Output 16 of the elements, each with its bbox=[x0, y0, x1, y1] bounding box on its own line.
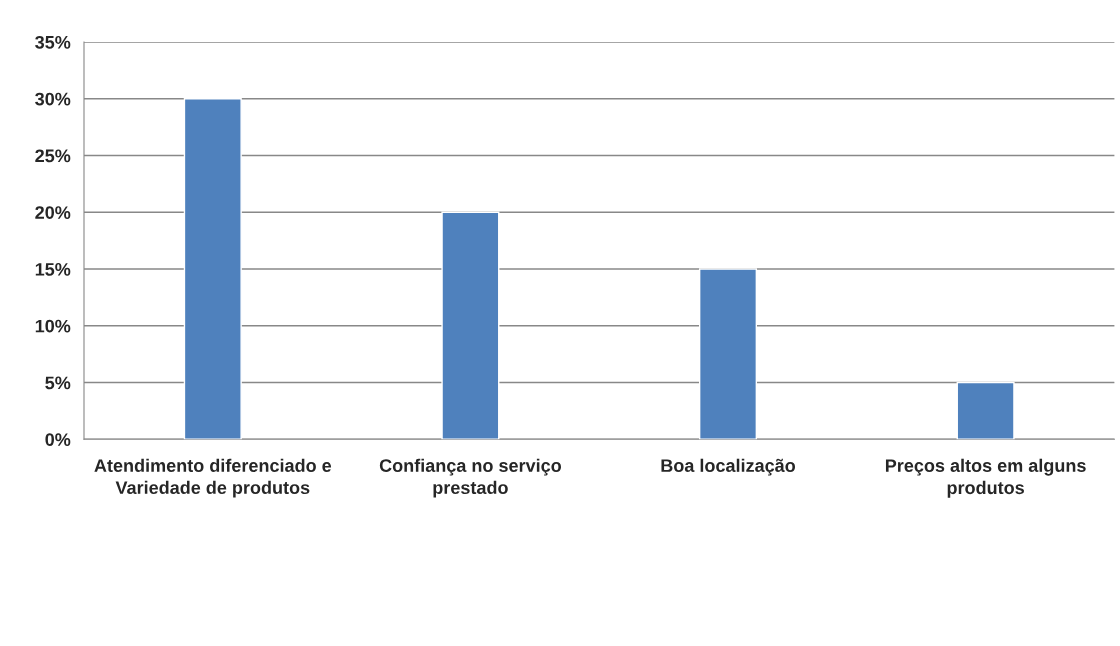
bar bbox=[698, 268, 758, 440]
y-tick-label: 5% bbox=[45, 376, 71, 390]
bar bbox=[441, 211, 500, 440]
y-tick-label: 15% bbox=[35, 262, 71, 276]
bar bbox=[956, 381, 1015, 440]
y-tick-label: 20% bbox=[35, 206, 71, 219]
x-tick-label: Preços altos em alguns produtos bbox=[885, 458, 1086, 498]
x-tick-label: Boa localização bbox=[661, 458, 796, 476]
y-tick-label: 0% bbox=[45, 433, 71, 446]
y-tick-label: 35% bbox=[35, 35, 71, 49]
x-tick-label: Atendimento diferenciado e Variedade de produtos bbox=[94, 458, 332, 498]
bar bbox=[183, 98, 242, 440]
y-tick-label: 25% bbox=[35, 149, 71, 163]
x-tick-label: Confiança no serviço prestado bbox=[379, 458, 562, 498]
y-tick-label: 30% bbox=[35, 92, 71, 106]
y-tick-label: 10% bbox=[35, 319, 71, 333]
